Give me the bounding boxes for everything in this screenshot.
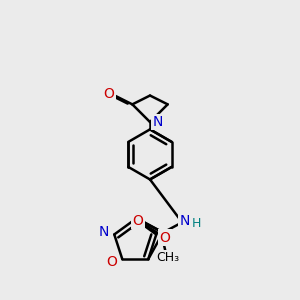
Text: N: N [152,115,163,129]
Text: N: N [180,214,190,228]
Text: H: H [191,217,201,230]
Text: O: O [106,255,117,269]
Text: O: O [133,214,143,228]
Text: O: O [159,231,170,245]
Text: CH₃: CH₃ [156,251,179,264]
Text: N: N [99,224,109,239]
Text: O: O [103,87,114,101]
